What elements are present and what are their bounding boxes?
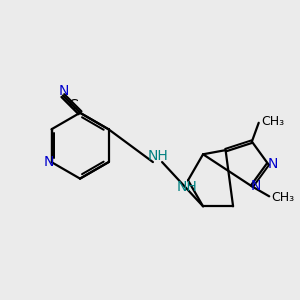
Text: CH₃: CH₃ [261, 115, 284, 128]
Text: NH: NH [148, 149, 168, 163]
Text: C: C [68, 98, 78, 112]
Text: N: N [251, 179, 261, 193]
Text: N: N [58, 84, 69, 98]
Text: N: N [267, 157, 278, 171]
Text: CH₃: CH₃ [272, 191, 295, 204]
Text: N: N [44, 155, 54, 169]
Text: NH: NH [176, 180, 197, 194]
